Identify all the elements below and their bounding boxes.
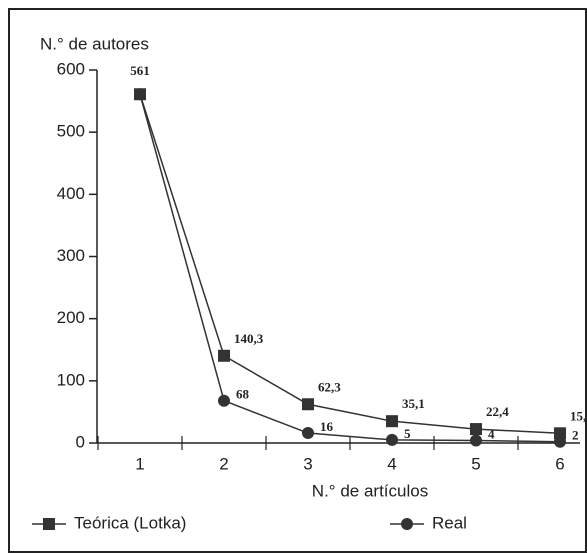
data-label: 2 <box>572 428 579 443</box>
data-label: 140,3 <box>234 331 264 346</box>
point <box>43 518 55 530</box>
data-label: 16 <box>320 419 334 434</box>
point <box>470 434 482 447</box>
point <box>401 518 413 530</box>
y-tick-label: 0 <box>76 432 85 451</box>
y-tick-label: 300 <box>57 246 85 265</box>
data-label: 4 <box>488 426 495 441</box>
y-tick-label: 600 <box>57 59 85 78</box>
point <box>218 394 230 407</box>
data-label: 15,6 <box>570 408 587 423</box>
y-tick-label: 400 <box>57 184 85 203</box>
x-axis-label: N.° de artículos <box>312 481 428 500</box>
line <box>139 94 561 435</box>
point <box>302 427 314 440</box>
data-label: 22,4 <box>486 404 509 419</box>
y-axis-label: N.° de autores <box>40 34 149 53</box>
point <box>470 423 482 436</box>
point <box>386 415 398 428</box>
x-tick-label: 1 <box>135 454 144 473</box>
data-label: 5 <box>404 426 411 441</box>
data-label: 68 <box>236 387 250 402</box>
frame <box>8 8 587 553</box>
data-label: 35,1 <box>402 396 425 411</box>
point <box>554 427 566 440</box>
legend-label: Teórica (Lotka) <box>74 513 186 532</box>
point <box>386 433 398 446</box>
x-tick-label: 6 <box>555 454 564 473</box>
point <box>134 88 146 101</box>
y-tick-label: 100 <box>57 370 85 389</box>
x-tick-label: 3 <box>303 454 312 473</box>
y-tick-label: 200 <box>57 308 85 327</box>
x-tick-label: 2 <box>219 454 228 473</box>
point <box>218 349 230 362</box>
data-label: 62,3 <box>318 379 341 394</box>
y-tick-label: 500 <box>57 122 85 141</box>
data-label: 561 <box>130 63 150 78</box>
x-tick-label: 4 <box>387 454 396 473</box>
legend-label: Real <box>432 513 467 532</box>
point <box>554 435 566 448</box>
point <box>302 398 314 411</box>
x-tick-label: 5 <box>471 454 480 473</box>
line <box>139 94 561 443</box>
